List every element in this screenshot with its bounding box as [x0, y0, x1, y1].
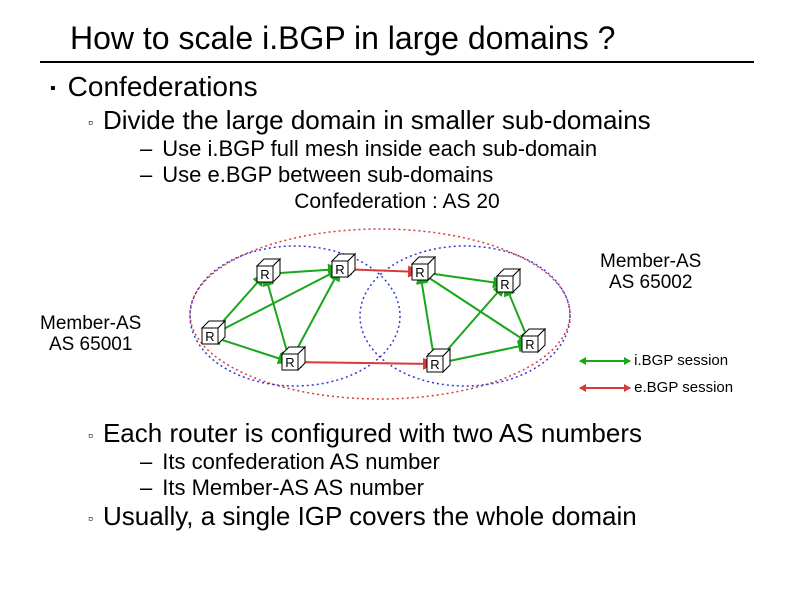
legend-ibgp: i.BGP session [580, 352, 728, 369]
bullet-two-as-numbers: Each router is configured with two AS nu… [88, 418, 754, 449]
svg-text:R: R [430, 357, 439, 372]
router-node: R [282, 347, 305, 370]
svg-text:R: R [500, 277, 509, 292]
svg-text:R: R [525, 337, 534, 352]
member-as-right-label: Member-ASAS 65002 [600, 252, 701, 294]
router-node: R [522, 329, 545, 352]
bullet-divide: Divide the large domain in smaller sub-d… [88, 105, 754, 136]
router-node: R [412, 257, 435, 280]
svg-text:R: R [260, 267, 269, 282]
ebgp-swatch [580, 387, 630, 389]
bullet-member-as: Its Member-AS AS number [140, 475, 754, 501]
page-title: How to scale i.BGP in large domains ? [70, 20, 754, 57]
diagram-title: Confederation : AS 20 [40, 190, 754, 214]
router-node: R [332, 254, 355, 277]
member-as-left-label: Member-ASAS 65001 [40, 314, 141, 356]
router-node: R [497, 269, 520, 292]
legend-ebgp: e.BGP session [580, 379, 733, 396]
bullet-single-igp: Usually, a single IGP covers the whole d… [88, 501, 754, 532]
router-node: R [257, 259, 280, 282]
confederation-diagram: R R R R R R R R Member-ASAS 65001 Member-ASAS 6… [40, 214, 760, 414]
bullet-confederations: Confederations [50, 71, 754, 103]
bullet-ebgp-between: Use e.BGP between sub-domains [140, 162, 754, 188]
router-node: R [427, 349, 450, 372]
bullet-confed-as: Its confederation AS number [140, 449, 754, 475]
svg-text:R: R [205, 329, 214, 344]
router-node: R [202, 321, 225, 344]
svg-text:R: R [335, 262, 344, 277]
title-divider [40, 61, 754, 63]
svg-text:R: R [285, 355, 294, 370]
bullet-ibgp-full-mesh: Use i.BGP full mesh inside each sub-doma… [140, 136, 754, 162]
ibgp-swatch [580, 360, 630, 362]
svg-text:R: R [415, 265, 424, 280]
